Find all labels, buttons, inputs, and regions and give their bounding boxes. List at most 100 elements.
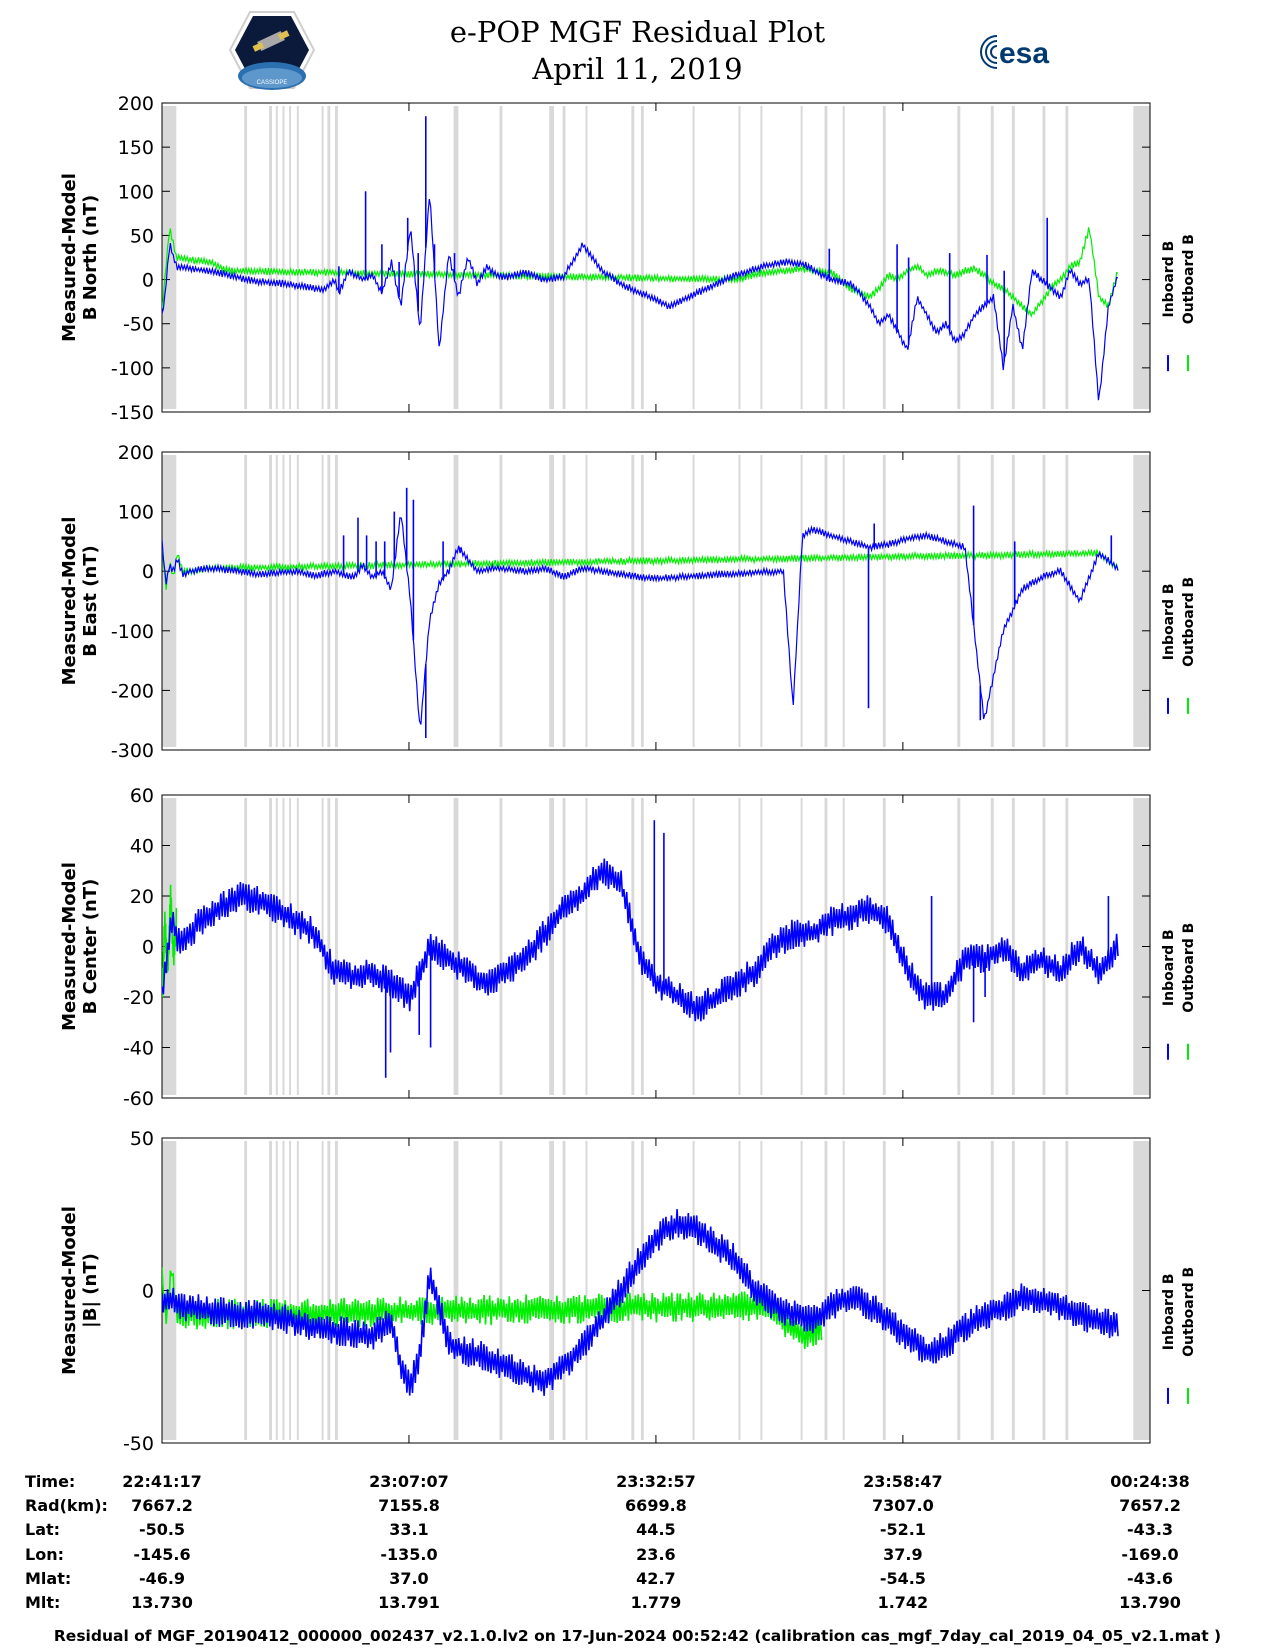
orbit-cell: 7155.8	[378, 1496, 440, 1515]
data-gap-shade	[1042, 106, 1046, 409]
legend-label-outboard: Outboard B	[1181, 577, 1197, 667]
data-gap-shade	[842, 455, 845, 747]
data-gap-shade	[990, 798, 994, 1095]
orbit-cell: 1.742	[878, 1593, 929, 1612]
orbit-cell: -43.3	[1127, 1520, 1173, 1539]
orbit-cell: 1.779	[631, 1593, 682, 1612]
data-gap-shade	[282, 106, 285, 409]
data-gap-shade	[549, 798, 554, 1095]
orbit-cell: 23:07:07	[369, 1472, 449, 1491]
data-gap-shade	[631, 455, 635, 747]
data-gap-shade	[335, 106, 338, 409]
orbit-row-label: Time:	[25, 1472, 75, 1491]
data-gap-shade	[842, 106, 845, 409]
footer-caption: Residual of MGF_20190412_000000_002437_v…	[53, 1627, 1222, 1645]
data-gap-shade	[824, 455, 828, 747]
data-gap-shade	[321, 106, 324, 409]
series-outboard-b	[162, 541, 1119, 590]
panel-2: 200 100 0 -100 -200 -300 Measured-ModelB East …	[59, 442, 1197, 762]
orbit-cell: -169.0	[1121, 1545, 1178, 1564]
data-gap-shade	[738, 455, 741, 747]
data-gap-shade	[453, 106, 459, 409]
data-gap-shade	[289, 455, 292, 747]
orbit-row-label: Rad(km):	[25, 1496, 108, 1515]
data-gap-shade	[957, 1141, 961, 1440]
orbit-cell: 00:24:38	[1110, 1472, 1190, 1491]
data-gap-shade	[842, 1141, 845, 1440]
y-axis-label-line: Measured-Model	[59, 173, 80, 342]
data-gap-shade	[327, 798, 331, 1095]
data-gap-shade	[562, 1141, 566, 1440]
y-tick-label: -40	[123, 1038, 154, 1060]
y-tick-label: -150	[111, 402, 154, 424]
legend-label-outboard: Outboard B	[1181, 1267, 1197, 1357]
data-gap-shade	[321, 455, 324, 747]
data-gap-shade	[1133, 798, 1150, 1095]
legend-label-inboard: Inboard B	[1161, 929, 1177, 1006]
y-axis-label-line: B East (nT)	[80, 545, 101, 657]
data-gap-shade	[692, 455, 695, 747]
data-gap-shade	[453, 798, 459, 1095]
data-gap-shade	[800, 455, 803, 747]
data-gap-shade	[585, 455, 588, 747]
panel-data	[162, 116, 1119, 401]
y-axis-label: Measured-ModelB East (nT)	[59, 517, 101, 686]
data-gap-shade	[269, 1141, 272, 1440]
data-gap-shade	[1133, 1141, 1150, 1440]
data-gap-shade	[990, 455, 994, 747]
data-gap-shade	[162, 455, 177, 747]
data-gap-shade	[327, 1141, 331, 1440]
y-tick-label: -100	[111, 358, 154, 380]
y-tick-label: 0	[142, 937, 154, 959]
data-gap-shade	[289, 1141, 292, 1440]
data-gap-shade	[990, 1141, 994, 1440]
cassiope-logo: CASSIOPE	[228, 11, 316, 90]
data-gap-shade	[1133, 106, 1150, 409]
data-gap-shade	[631, 1141, 635, 1440]
data-gap-shade	[640, 455, 644, 747]
esa-logo: esa	[980, 35, 1049, 70]
data-gap-shade	[562, 106, 566, 409]
orbit-info-table: Time: Rad(km): Lat: Lon: Mlat: Mlt: 22:41:17 76…	[25, 1472, 1190, 1612]
data-gap-shade	[562, 455, 566, 747]
plot-frame	[161, 451, 1151, 751]
y-tick-label: -60	[123, 1088, 154, 1110]
data-gap-shade	[1011, 106, 1015, 409]
data-gap-shade	[957, 106, 961, 409]
data-gap-shade	[296, 455, 299, 747]
data-gap-shade	[244, 1141, 248, 1440]
data-gap-shade	[585, 1141, 588, 1440]
data-gap-shade	[269, 455, 272, 747]
data-gap-shade	[882, 455, 886, 747]
data-gap-shade	[296, 798, 299, 1095]
orbit-cell: 7667.2	[131, 1496, 193, 1515]
data-gap-shade	[800, 106, 803, 409]
data-gap-shade	[990, 106, 994, 409]
data-gap-shade	[738, 106, 741, 409]
data-gap-shade	[1042, 798, 1046, 1095]
orbit-cell: 13.730	[131, 1593, 193, 1612]
data-gap-shade	[1133, 455, 1150, 747]
data-gap-shade	[549, 106, 554, 409]
data-gap-shade	[244, 106, 248, 409]
data-gap-shade	[692, 798, 695, 1095]
orbit-cell: -50.5	[139, 1520, 185, 1539]
data-gap-shade	[453, 1141, 459, 1440]
data-gap-shade	[1042, 455, 1046, 747]
data-gap-shade	[760, 798, 763, 1095]
data-gap-shade	[640, 1141, 644, 1440]
orbit-cell: 23:32:57	[616, 1472, 696, 1491]
legend-label-outboard: Outboard B	[1181, 923, 1197, 1013]
orbit-cell: 37.9	[883, 1545, 922, 1564]
data-gap-shade	[499, 1141, 503, 1440]
data-gap-shade	[275, 798, 278, 1095]
y-tick-label: 100	[118, 181, 154, 203]
data-gap-shade	[275, 455, 278, 747]
data-gap-shade	[162, 106, 177, 409]
y-tick-label: 150	[118, 137, 154, 159]
data-gap-shade	[335, 455, 338, 747]
data-gap-shade	[800, 1141, 803, 1440]
data-gap-shade	[335, 1141, 338, 1440]
orbit-cell: -52.1	[880, 1520, 926, 1539]
